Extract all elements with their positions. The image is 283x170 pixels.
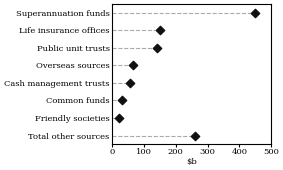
Point <box>253 12 257 14</box>
X-axis label: $b: $b <box>186 158 197 166</box>
Point <box>131 64 135 67</box>
Point <box>192 134 197 137</box>
Point <box>117 117 121 119</box>
Point <box>155 47 159 49</box>
Point <box>128 82 132 84</box>
Point <box>120 99 124 102</box>
Point <box>158 29 162 32</box>
